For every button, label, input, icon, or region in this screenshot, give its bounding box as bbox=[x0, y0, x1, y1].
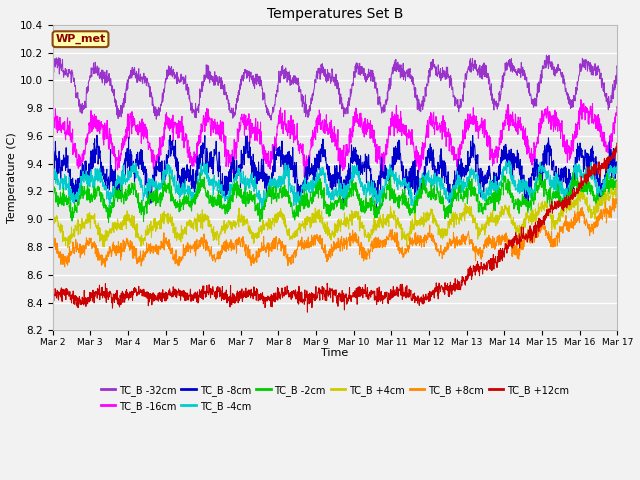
TC_B -8cm bbox=[598, 190, 605, 195]
TC_B -16cm bbox=[49, 126, 56, 132]
TC_B -8cm bbox=[597, 192, 605, 198]
TC_B +12cm bbox=[77, 301, 85, 307]
Line: TC_B -8cm: TC_B -8cm bbox=[52, 135, 618, 210]
TC_B +12cm bbox=[597, 163, 605, 169]
TC_B -4cm bbox=[614, 161, 621, 167]
TC_B +4cm bbox=[308, 218, 316, 224]
TC_B +12cm bbox=[303, 309, 311, 315]
TC_B -2cm bbox=[569, 170, 577, 176]
TC_B -8cm bbox=[494, 177, 502, 182]
TC_B -8cm bbox=[372, 207, 380, 213]
TC_B -16cm bbox=[614, 106, 621, 111]
Text: WP_met: WP_met bbox=[56, 34, 106, 44]
TC_B -4cm bbox=[598, 190, 605, 195]
Line: TC_B -32cm: TC_B -32cm bbox=[52, 55, 618, 120]
Title: Temperatures Set B: Temperatures Set B bbox=[267, 7, 403, 21]
Line: TC_B -16cm: TC_B -16cm bbox=[52, 100, 618, 177]
TC_B +8cm bbox=[493, 239, 501, 245]
TC_B -4cm bbox=[308, 178, 316, 183]
TC_B -4cm bbox=[77, 185, 85, 191]
TC_B -2cm bbox=[324, 207, 332, 213]
TC_B -2cm bbox=[105, 220, 113, 226]
TC_B -2cm bbox=[49, 184, 56, 190]
TC_B -4cm bbox=[493, 191, 501, 197]
TC_B -8cm bbox=[308, 172, 316, 178]
TC_B -16cm bbox=[379, 174, 387, 180]
TC_B +4cm bbox=[78, 227, 86, 232]
TC_B -2cm bbox=[614, 186, 621, 192]
TC_B +4cm bbox=[597, 199, 605, 204]
Y-axis label: Temperature (C): Temperature (C) bbox=[7, 132, 17, 223]
TC_B -8cm bbox=[49, 149, 56, 155]
TC_B +4cm bbox=[49, 214, 56, 220]
TC_B -32cm bbox=[614, 66, 621, 72]
TC_B +8cm bbox=[324, 258, 332, 264]
TC_B -8cm bbox=[324, 167, 332, 173]
TC_B +8cm bbox=[597, 209, 605, 215]
TC_B +4cm bbox=[612, 179, 620, 185]
Line: TC_B +8cm: TC_B +8cm bbox=[52, 198, 618, 267]
TC_B -8cm bbox=[93, 132, 100, 138]
TC_B +12cm bbox=[613, 140, 621, 146]
TC_B +12cm bbox=[324, 283, 332, 289]
Line: TC_B -4cm: TC_B -4cm bbox=[52, 161, 618, 209]
TC_B -4cm bbox=[323, 192, 331, 198]
TC_B +8cm bbox=[597, 215, 605, 221]
TC_B -8cm bbox=[614, 160, 621, 166]
TC_B +12cm bbox=[308, 300, 316, 306]
TC_B +4cm bbox=[493, 221, 501, 227]
TC_B -16cm bbox=[577, 97, 585, 103]
TC_B -8cm bbox=[77, 172, 85, 178]
TC_B -2cm bbox=[77, 182, 85, 188]
TC_B -32cm bbox=[324, 67, 332, 72]
TC_B +12cm bbox=[597, 162, 605, 168]
TC_B +12cm bbox=[493, 257, 501, 263]
TC_B +8cm bbox=[101, 264, 109, 270]
TC_B -32cm bbox=[598, 85, 605, 91]
TC_B +8cm bbox=[612, 195, 620, 201]
TC_B -4cm bbox=[597, 192, 605, 198]
TC_B -2cm bbox=[598, 193, 605, 199]
TC_B -16cm bbox=[597, 124, 605, 130]
Line: TC_B +4cm: TC_B +4cm bbox=[52, 182, 618, 248]
TC_B -2cm bbox=[308, 200, 316, 205]
Line: TC_B +12cm: TC_B +12cm bbox=[52, 143, 618, 312]
TC_B -16cm bbox=[77, 158, 85, 164]
TC_B +8cm bbox=[49, 239, 56, 244]
TC_B -16cm bbox=[323, 121, 331, 127]
TC_B -32cm bbox=[543, 52, 550, 58]
TC_B -2cm bbox=[493, 194, 501, 200]
TC_B -32cm bbox=[597, 77, 605, 83]
TC_B -16cm bbox=[308, 140, 316, 146]
TC_B -16cm bbox=[598, 124, 605, 130]
TC_B +8cm bbox=[308, 241, 316, 247]
TC_B -32cm bbox=[49, 70, 56, 75]
TC_B -32cm bbox=[267, 117, 275, 123]
Legend: TC_B -32cm, TC_B -16cm, TC_B -8cm, TC_B -4cm, TC_B -2cm, TC_B +4cm, TC_B +8cm, T: TC_B -32cm, TC_B -16cm, TC_B -8cm, TC_B … bbox=[97, 381, 573, 415]
TC_B -4cm bbox=[49, 175, 56, 180]
TC_B -32cm bbox=[308, 97, 316, 103]
Line: TC_B -2cm: TC_B -2cm bbox=[52, 173, 618, 223]
TC_B -32cm bbox=[493, 100, 501, 106]
TC_B +8cm bbox=[77, 244, 85, 250]
TC_B -16cm bbox=[493, 144, 501, 150]
TC_B +4cm bbox=[64, 245, 72, 251]
X-axis label: Time: Time bbox=[321, 348, 349, 359]
TC_B +12cm bbox=[49, 297, 56, 303]
TC_B +4cm bbox=[324, 226, 332, 232]
TC_B +4cm bbox=[614, 188, 621, 193]
TC_B +8cm bbox=[614, 197, 621, 203]
TC_B -4cm bbox=[447, 206, 454, 212]
TC_B -4cm bbox=[505, 158, 513, 164]
TC_B -32cm bbox=[77, 109, 85, 115]
TC_B +4cm bbox=[597, 203, 605, 208]
TC_B -2cm bbox=[597, 199, 605, 205]
TC_B +12cm bbox=[614, 143, 621, 149]
